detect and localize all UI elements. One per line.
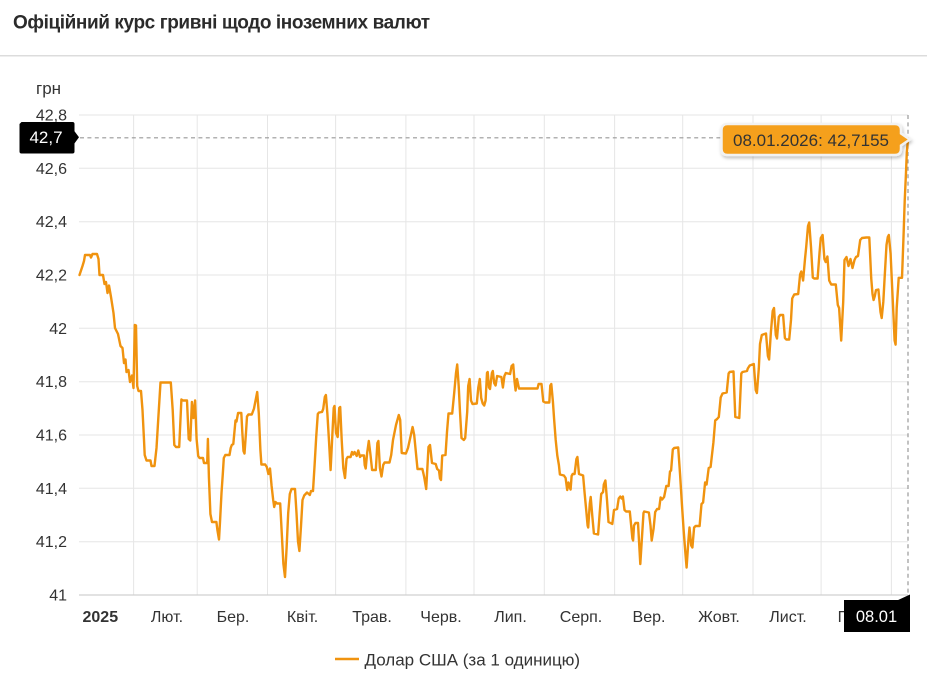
svg-text:Лист.: Лист. xyxy=(769,609,806,626)
svg-text:41,8: 41,8 xyxy=(36,374,67,391)
svg-text:Серп.: Серп. xyxy=(560,609,602,626)
svg-text:42,8: 42,8 xyxy=(36,108,67,125)
svg-text:42: 42 xyxy=(49,321,67,338)
svg-text:Жовт.: Жовт. xyxy=(698,609,740,626)
svg-text:Квіт.: Квіт. xyxy=(287,609,318,626)
svg-text:Трав.: Трав. xyxy=(352,609,392,626)
svg-text:42,2: 42,2 xyxy=(36,268,67,285)
svg-text:41,2: 41,2 xyxy=(36,534,67,551)
svg-text:грн: грн xyxy=(36,79,61,98)
svg-text:Вер.: Вер. xyxy=(633,609,666,626)
svg-text:Бер.: Бер. xyxy=(217,609,250,626)
svg-text:42,6: 42,6 xyxy=(36,161,67,178)
svg-text:Лют.: Лют. xyxy=(151,609,183,626)
svg-text:41,6: 41,6 xyxy=(36,428,67,445)
svg-text:42,7: 42,7 xyxy=(29,128,62,147)
svg-text:Долар США (за 1 одиницю): Долар США (за 1 одиницю) xyxy=(365,651,581,670)
svg-text:08.01: 08.01 xyxy=(856,608,897,626)
svg-text:2025: 2025 xyxy=(83,609,119,626)
svg-text:41: 41 xyxy=(49,588,67,605)
svg-text:Лип.: Лип. xyxy=(494,609,527,626)
svg-text:08.01.2026: 42,7155: 08.01.2026: 42,7155 xyxy=(733,131,889,150)
svg-text:Черв.: Черв. xyxy=(420,609,461,626)
svg-text:Офіційний курс гривні щодо іно: Офіційний курс гривні щодо іноземних вал… xyxy=(13,13,430,34)
svg-text:41,4: 41,4 xyxy=(36,481,67,498)
svg-text:42,4: 42,4 xyxy=(36,214,67,231)
